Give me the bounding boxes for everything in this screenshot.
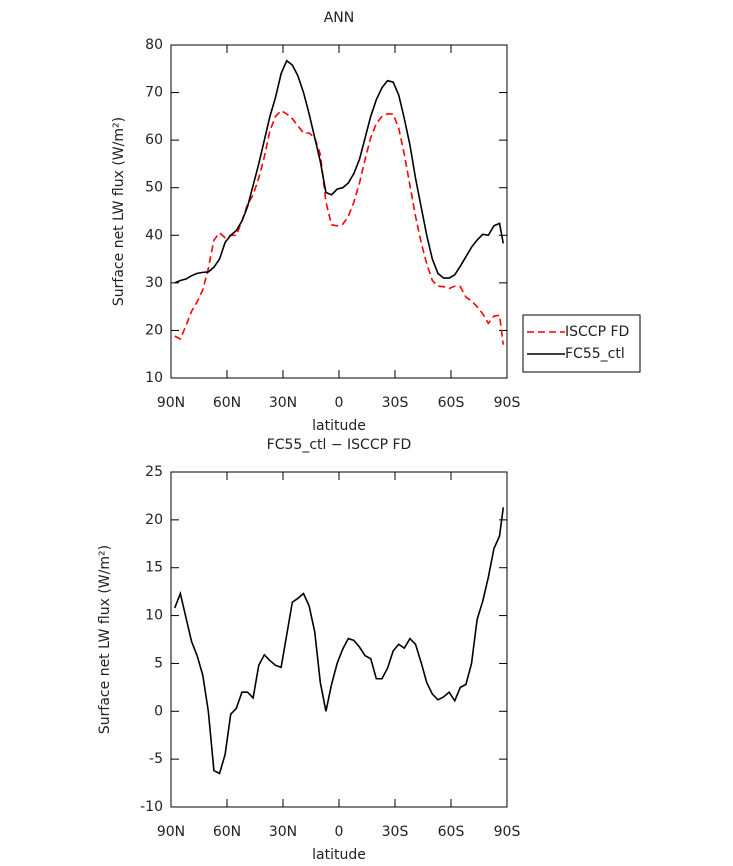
data-line [174,59,505,284]
y-axis-label: Surface net LW flux (W/m²) [97,545,113,734]
x-tick-label: 90N [157,824,185,840]
chart-title: FC55_ctl − ISCCP FD [267,437,412,453]
y-tick-label: 40 [145,227,163,243]
y-tick-label: 50 [145,180,163,196]
y-tick-label: 20 [145,512,163,528]
x-tick-label: 60S [438,395,465,411]
x-tick-label: 30S [382,395,409,411]
x-tick-label: 30N [269,824,297,840]
y-tick-label: 10 [145,370,163,386]
x-tick-label: 0 [335,824,344,840]
chart-title: ANN [324,10,355,26]
y-tick-label: 25 [145,464,163,480]
y-tick-label: 20 [145,322,163,338]
legend-label: FC55_ctl [565,346,625,362]
plot-frame [170,471,508,808]
legend-label: ISCCP FD [565,324,629,340]
x-tick-label: 60N [213,824,241,840]
data-line [173,507,505,775]
x-tick-label: 0 [335,395,344,411]
x-tick-label: 60S [438,824,465,840]
y-tick-label: -10 [140,799,163,815]
y-axis-label: Surface net LW flux (W/m²) [111,117,127,306]
x-tick-label: 90N [157,395,185,411]
y-tick-label: -5 [149,751,163,767]
y-tick-label: 60 [145,132,163,148]
y-tick-label: 30 [145,275,163,291]
y-tick-label: 15 [145,560,163,576]
x-tick-label: 90S [494,395,521,411]
legend-box [522,314,641,373]
y-tick-label: 0 [154,703,163,719]
y-tick-label: 10 [145,608,163,624]
data-line [174,109,505,345]
x-axis-label: latitude [312,418,366,434]
x-tick-label: 30N [269,395,297,411]
y-tick-label: 70 [145,85,163,101]
plot-frame [170,44,508,379]
x-tick-label: 90S [494,824,521,840]
x-axis-label: latitude [312,847,366,863]
y-tick-label: 5 [154,655,163,671]
x-tick-label: 60N [213,395,241,411]
y-tick-label: 80 [145,37,163,53]
x-tick-label: 30S [382,824,409,840]
